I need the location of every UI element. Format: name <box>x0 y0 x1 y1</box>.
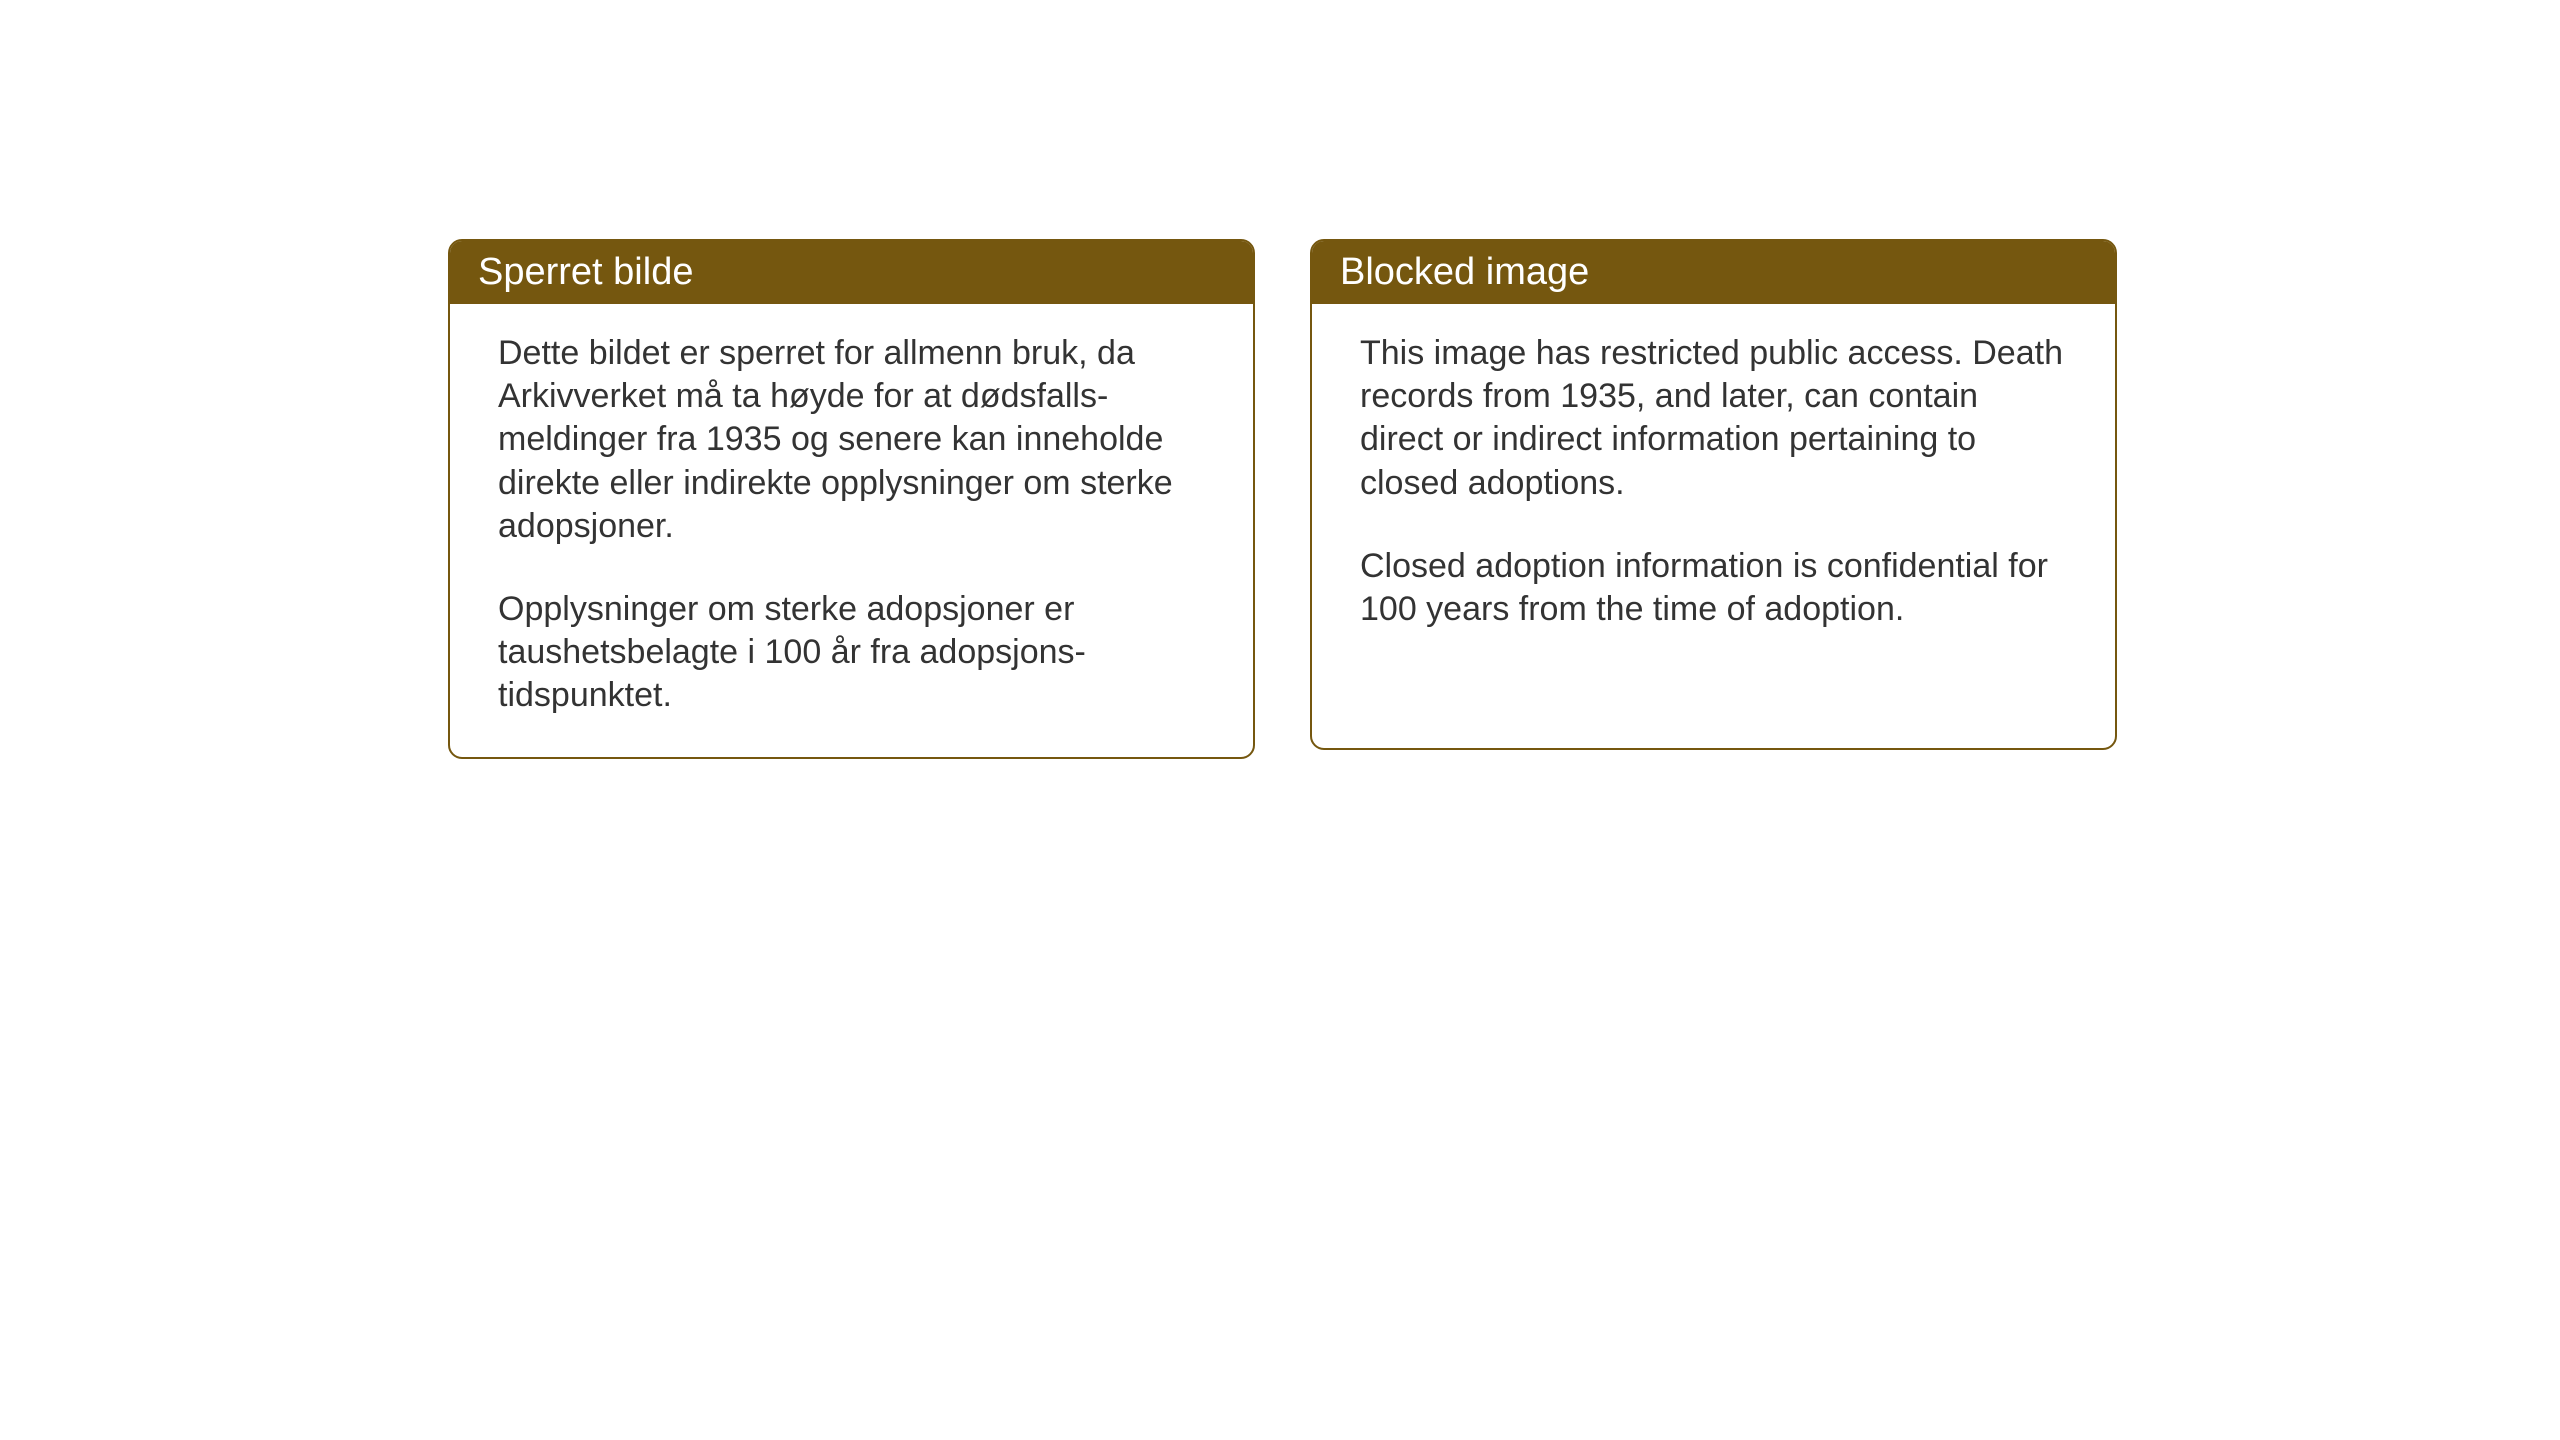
notice-paragraph-2: Closed adoption information is confident… <box>1360 545 2067 631</box>
notice-paragraph-2: Opplysninger om sterke adopsjoner er tau… <box>498 588 1205 718</box>
notice-card-title-english: Blocked image <box>1312 241 2115 304</box>
notice-card-body-norwegian: Dette bildet er sperret for allmenn bruk… <box>450 304 1253 757</box>
notice-cards-container: Sperret bilde Dette bildet er sperret fo… <box>448 239 2117 759</box>
notice-card-body-english: This image has restricted public access.… <box>1312 304 2115 671</box>
notice-paragraph-1: Dette bildet er sperret for allmenn bruk… <box>498 332 1205 548</box>
notice-paragraph-1: This image has restricted public access.… <box>1360 332 2067 505</box>
notice-card-title-norwegian: Sperret bilde <box>450 241 1253 304</box>
notice-card-norwegian: Sperret bilde Dette bildet er sperret fo… <box>448 239 1255 759</box>
notice-card-english: Blocked image This image has restricted … <box>1310 239 2117 750</box>
